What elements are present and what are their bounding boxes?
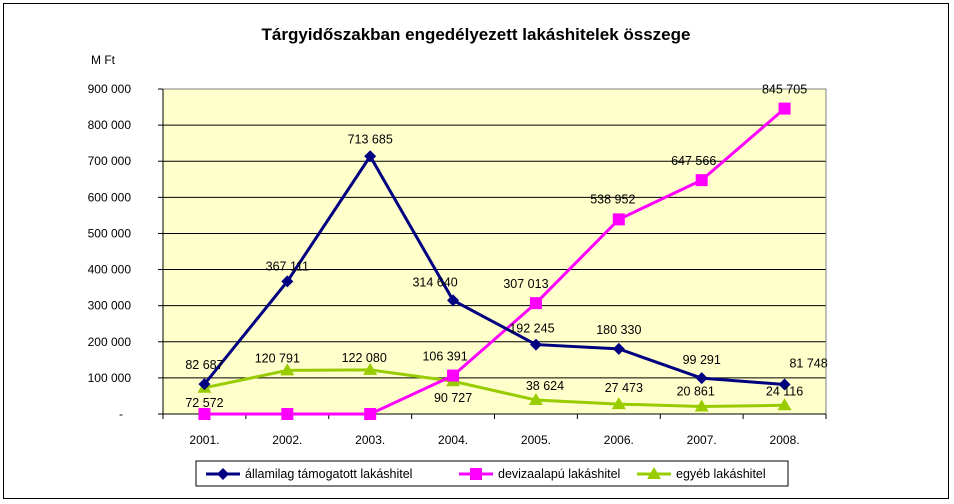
x-tick-label: 2006. — [604, 433, 634, 447]
x-tick-label: 2008. — [770, 433, 800, 447]
series-square — [198, 102, 791, 420]
data-label: 180 330 — [596, 323, 641, 337]
data-labels: 82 687 367 111 713 685 314 640 192 245 180 33… — [185, 83, 827, 410]
legend-entry: devizaalapú lakáshitel — [459, 467, 620, 481]
data-label: 90 727 — [434, 391, 472, 405]
legend-label: devizaalapú lakáshitel — [498, 467, 620, 481]
legend-entry: egyéb lakáshitel — [637, 467, 766, 481]
data-label: 20 861 — [677, 384, 715, 398]
x-tick-label: 2005. — [521, 433, 551, 447]
data-label: 367 111 — [266, 259, 309, 273]
series-line — [203, 153, 785, 386]
x-tick-label: 2001. — [189, 433, 219, 447]
data-label: 106 391 — [422, 350, 467, 364]
data-point-diamond — [447, 294, 460, 307]
y-tick-label: 300 000 — [88, 299, 132, 313]
x-tick-label: 2002. — [272, 433, 302, 447]
x-tick-labels: 2001. 2002. 2003. 2004. 2005. 2006. 2007. 2008. — [189, 433, 799, 447]
data-label: 307 013 — [503, 277, 548, 291]
data-label: 82 687 — [185, 358, 223, 372]
data-label: 27 473 — [605, 381, 643, 395]
y-tick-label: 600 000 — [88, 190, 132, 204]
x-tick-label: 2007. — [687, 433, 717, 447]
data-point-diamond — [529, 338, 542, 351]
legend-entries: államilag támogatott lakáshitel devizaala… — [206, 467, 766, 481]
data-label: 192 245 — [509, 322, 554, 336]
legend-label: egyéb lakáshitel — [676, 467, 766, 481]
y-tick-labels: 900 000 800 000 700 000 600 000 500 000 400 0… — [88, 82, 132, 421]
data-label: 538 952 — [590, 192, 635, 206]
data-label: 122 080 — [342, 351, 387, 365]
data-point-square — [364, 408, 377, 420]
data-point-diamond — [778, 378, 791, 391]
data-label: 99 291 — [683, 353, 721, 367]
y-tick-label: 400 000 — [88, 263, 132, 277]
data-point-triangle — [611, 397, 626, 410]
data-label: 81 748 — [789, 356, 827, 370]
data-point-diamond — [281, 275, 294, 288]
series-triangle — [197, 362, 792, 412]
data-point-diamond — [612, 342, 625, 355]
data-point-square — [778, 102, 791, 115]
y-axis-unit-label: M Ft — [91, 53, 116, 67]
data-label: 845 705 — [762, 83, 807, 97]
legend-marker-diamond — [217, 468, 229, 480]
y-tick-label: 500 000 — [88, 226, 132, 240]
y-tick-label: 900 000 — [88, 82, 132, 96]
data-point-square — [612, 213, 625, 226]
data-label: 314 640 — [412, 275, 457, 289]
y-tick-label: 200 000 — [88, 335, 132, 349]
legend-entry: államilag támogatott lakáshitel — [206, 467, 412, 481]
legend-label: államilag támogatott lakáshitel — [245, 467, 412, 481]
data-label: 24 116 — [766, 384, 803, 398]
data-label: 713 685 — [348, 132, 393, 146]
data-point-square — [198, 408, 211, 420]
y-tick-label: 800 000 — [88, 118, 132, 132]
series-diamond — [198, 150, 791, 391]
data-point-diamond — [695, 372, 708, 385]
data-point-triangle — [694, 399, 709, 412]
x-tick-label: 2004. — [438, 433, 468, 447]
data-point-triangle — [363, 362, 378, 375]
series-group — [197, 102, 792, 420]
data-point-square — [281, 408, 294, 420]
data-point-triangle — [528, 393, 543, 406]
plot-area — [163, 89, 826, 414]
x-tick-label: 2003. — [355, 433, 385, 447]
chart-title: Tárgyidőszakban engedélyezett lakáshitel… — [262, 25, 691, 44]
gridlines — [158, 88, 826, 415]
series-line — [204, 107, 786, 416]
data-point-triangle — [777, 398, 792, 411]
data-point-diamond — [364, 150, 377, 163]
data-label: 72 572 — [185, 396, 223, 410]
legend-marker-square — [470, 468, 482, 480]
data-label: 647 566 — [671, 154, 716, 168]
y-tick-label: 700 000 — [88, 154, 132, 168]
y-tick-label: - — [119, 407, 123, 421]
data-point-triangle — [280, 363, 295, 376]
data-label: 38 624 — [526, 379, 564, 393]
data-label: 120 791 — [255, 351, 300, 365]
series-line — [204, 368, 785, 408]
data-point-square — [447, 369, 460, 382]
y-tick-label: 100 000 — [88, 371, 132, 385]
data-point-square — [529, 297, 542, 310]
data-point-diamond — [198, 378, 211, 391]
data-point-square — [695, 174, 708, 187]
legend-marker-triangle — [647, 467, 661, 479]
